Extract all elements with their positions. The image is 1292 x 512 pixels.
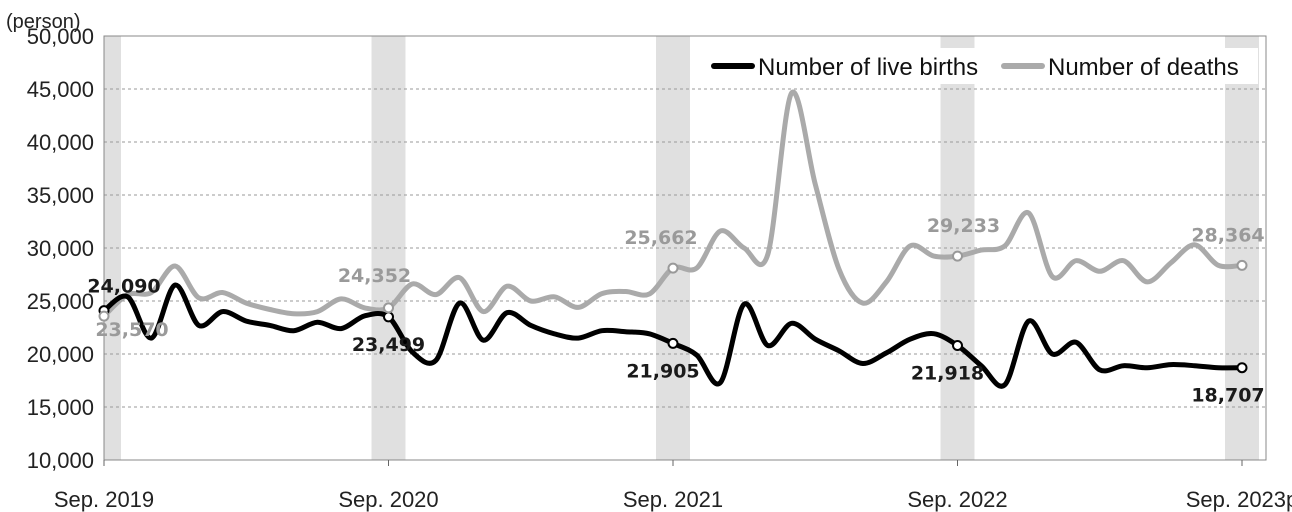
legend-label-births: Number of live births (758, 54, 978, 81)
data-label-births-2019-09: 24,090 (87, 276, 160, 298)
data-label-births-2023-09: 18,707 (1191, 385, 1264, 407)
y-tick-label: 25,000 (27, 289, 94, 314)
y-tick-label: 45,000 (27, 77, 94, 102)
data-label-deaths-2021-09: 25,662 (624, 227, 697, 249)
marker-births-2022-09 (952, 340, 963, 352)
y-tick-label: 20,000 (27, 342, 94, 367)
x-tick-label: Sep. 2023p (1186, 487, 1292, 512)
marker-births-2021-09 (667, 337, 679, 349)
data-label-deaths-2022-09: 29,233 (927, 215, 1000, 237)
legend-label-deaths: Number of deaths (1048, 54, 1239, 81)
y-tick-label: 10,000 (27, 448, 94, 473)
data-label-deaths-2023-09: 28,364 (1191, 224, 1264, 246)
x-tick-label: Sep. 2022 (907, 487, 1007, 512)
legend: Number of live births Number of deaths (706, 48, 1258, 84)
y-tick-label: 15,000 (27, 395, 94, 420)
marker-deaths-2020-09 (383, 302, 394, 314)
data-label-births-2022-09: 21,918 (911, 363, 984, 385)
marker-deaths-2023-09 (1236, 259, 1248, 271)
x-tick-label: Sep. 2021 (623, 487, 723, 512)
data-label-deaths-2019-09: 23,570 (95, 319, 168, 341)
highlight-band-2023-09 (1225, 36, 1259, 460)
marker-births-2023-09 (1236, 362, 1248, 374)
x-tick-label: Sep. 2020 (338, 487, 438, 512)
y-axis-unit-label: (person) (6, 11, 80, 33)
y-tick-label: 35,000 (27, 183, 94, 208)
plot-frame (103, 35, 1267, 461)
y-tick-label: 40,000 (27, 130, 94, 155)
y-tick-label: 50,000 (27, 24, 94, 49)
y-axis-ticks: 10,000 15,000 20,000 25,000 30,000 35,000 40,0… (27, 24, 94, 473)
marker-births-2020-09 (383, 311, 394, 323)
data-labels: 24,090 23,499 21,905 21,918 18,707 23,570 24,3… (87, 215, 1264, 407)
data-label-deaths-2020-09: 24,352 (338, 265, 411, 287)
data-label-births-2021-09: 21,905 (626, 360, 699, 382)
legend-background (706, 48, 1258, 84)
data-label-births-2020-09: 23,499 (352, 334, 425, 356)
series-line-deaths (101, 89, 1245, 319)
marker-deaths-2019-09 (98, 310, 110, 322)
x-tick-label: Sep. 2019 (54, 487, 154, 512)
marker-deaths-2021-09 (667, 262, 679, 274)
highlight-band-2021-09 (656, 36, 690, 460)
marker-deaths-2022-09 (952, 250, 963, 262)
x-axis-ticks: Sep. 2019 Sep. 2020 Sep. 2021 Sep. 2022 Sep.… (54, 460, 1292, 512)
y-tick-label: 30,000 (27, 236, 94, 261)
